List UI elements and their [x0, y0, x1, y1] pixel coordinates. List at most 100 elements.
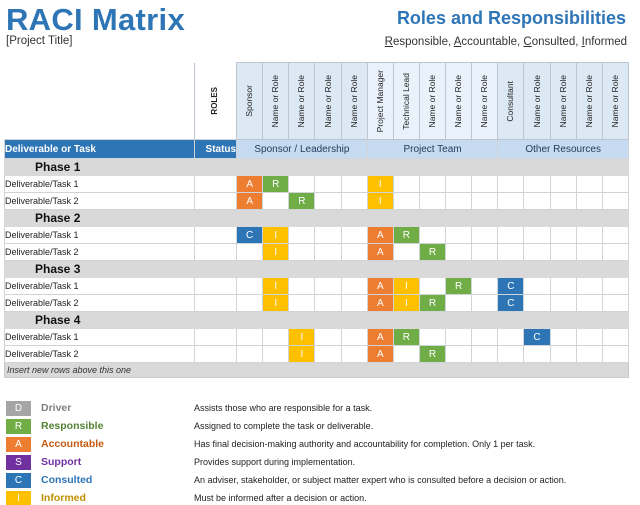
- status-cell[interactable]: [193, 175, 238, 193]
- raci-cell-i[interactable]: I: [288, 345, 316, 363]
- raci-cell-r[interactable]: R: [288, 192, 316, 210]
- role-header[interactable]: Name or Role: [445, 62, 473, 140]
- raci-cell-empty[interactable]: [314, 345, 342, 363]
- raci-cell-empty[interactable]: [497, 226, 525, 244]
- raci-cell-a[interactable]: A: [366, 345, 394, 363]
- raci-cell-r[interactable]: R: [418, 294, 447, 312]
- project-title[interactable]: [Project Title]: [6, 35, 73, 47]
- task-label[interactable]: Deliverable/Task 1: [4, 226, 195, 244]
- raci-cell-empty[interactable]: [497, 175, 525, 193]
- role-header[interactable]: Name or Role: [314, 62, 342, 140]
- raci-cell-empty[interactable]: [601, 175, 630, 193]
- raci-cell-empty[interactable]: [549, 175, 577, 193]
- raci-cell-empty[interactable]: [340, 175, 368, 193]
- raci-cell-i[interactable]: I: [366, 192, 394, 210]
- raci-cell-empty[interactable]: [418, 328, 447, 346]
- raci-cell-empty[interactable]: [262, 192, 290, 210]
- raci-cell-c[interactable]: C: [523, 328, 551, 346]
- raci-cell-empty[interactable]: [601, 345, 630, 363]
- raci-cell-empty[interactable]: [340, 328, 368, 346]
- raci-cell-empty[interactable]: [340, 294, 368, 312]
- raci-cell-empty[interactable]: [445, 192, 473, 210]
- raci-cell-empty[interactable]: [549, 192, 577, 210]
- raci-cell-empty[interactable]: [549, 345, 577, 363]
- raci-cell-empty[interactable]: [575, 345, 603, 363]
- task-label[interactable]: Deliverable/Task 2: [4, 294, 195, 312]
- raci-cell-a[interactable]: A: [366, 243, 394, 261]
- task-label[interactable]: Deliverable/Task 2: [4, 192, 195, 210]
- raci-cell-empty[interactable]: [340, 243, 368, 261]
- raci-cell-c[interactable]: C: [497, 294, 525, 312]
- raci-cell-empty[interactable]: [314, 294, 342, 312]
- role-header[interactable]: Consultant: [497, 62, 525, 140]
- role-header[interactable]: Project Manager: [366, 62, 394, 140]
- raci-cell-a[interactable]: A: [236, 192, 264, 210]
- raci-cell-i[interactable]: I: [288, 328, 316, 346]
- task-label[interactable]: Deliverable/Task 1: [4, 175, 195, 193]
- raci-cell-empty[interactable]: [575, 294, 603, 312]
- role-header[interactable]: Name or Role: [288, 62, 316, 140]
- raci-cell-empty[interactable]: [418, 226, 447, 244]
- raci-cell-empty[interactable]: [262, 345, 290, 363]
- raci-cell-empty[interactable]: [445, 328, 473, 346]
- raci-cell-empty[interactable]: [575, 175, 603, 193]
- raci-cell-empty[interactable]: [445, 175, 473, 193]
- status-cell[interactable]: [193, 192, 238, 210]
- raci-cell-empty[interactable]: [288, 243, 316, 261]
- raci-cell-empty[interactable]: [288, 226, 316, 244]
- role-header[interactable]: Name or Role: [601, 62, 630, 140]
- role-header[interactable]: Name or Role: [418, 62, 447, 140]
- raci-cell-a[interactable]: A: [366, 277, 394, 295]
- raci-cell-empty[interactable]: [392, 345, 420, 363]
- raci-cell-empty[interactable]: [418, 175, 447, 193]
- raci-cell-empty[interactable]: [575, 243, 603, 261]
- role-header[interactable]: Sponsor: [236, 62, 264, 140]
- raci-cell-empty[interactable]: [601, 294, 630, 312]
- raci-cell-empty[interactable]: [523, 175, 551, 193]
- raci-cell-i[interactable]: I: [392, 277, 420, 295]
- raci-cell-empty[interactable]: [549, 243, 577, 261]
- raci-cell-i[interactable]: I: [262, 226, 290, 244]
- raci-cell-r[interactable]: R: [445, 277, 473, 295]
- raci-cell-empty[interactable]: [314, 175, 342, 193]
- raci-cell-empty[interactable]: [497, 192, 525, 210]
- status-cell[interactable]: [193, 226, 238, 244]
- raci-cell-empty[interactable]: [601, 226, 630, 244]
- raci-cell-empty[interactable]: [236, 345, 264, 363]
- raci-cell-empty[interactable]: [523, 243, 551, 261]
- status-cell[interactable]: [193, 294, 238, 312]
- role-header[interactable]: Technical Lead: [392, 62, 420, 140]
- raci-cell-empty[interactable]: [549, 277, 577, 295]
- raci-cell-a[interactable]: A: [366, 328, 394, 346]
- raci-cell-empty[interactable]: [340, 226, 368, 244]
- raci-cell-empty[interactable]: [236, 294, 264, 312]
- raci-cell-empty[interactable]: [471, 294, 499, 312]
- raci-cell-empty[interactable]: [471, 328, 499, 346]
- raci-cell-empty[interactable]: [471, 243, 499, 261]
- raci-cell-empty[interactable]: [392, 192, 420, 210]
- raci-cell-i[interactable]: I: [262, 243, 290, 261]
- raci-cell-empty[interactable]: [288, 294, 316, 312]
- raci-cell-empty[interactable]: [445, 226, 473, 244]
- raci-cell-empty[interactable]: [497, 328, 525, 346]
- role-header[interactable]: Name or Role: [549, 62, 577, 140]
- raci-cell-a[interactable]: A: [236, 175, 264, 193]
- raci-cell-r[interactable]: R: [262, 175, 290, 193]
- raci-cell-empty[interactable]: [314, 192, 342, 210]
- task-label[interactable]: Deliverable/Task 2: [4, 243, 195, 261]
- task-label[interactable]: Deliverable/Task 2: [4, 345, 195, 363]
- raci-cell-c[interactable]: C: [236, 226, 264, 244]
- raci-cell-empty[interactable]: [497, 243, 525, 261]
- raci-cell-empty[interactable]: [523, 345, 551, 363]
- raci-cell-r[interactable]: R: [418, 243, 447, 261]
- raci-cell-r[interactable]: R: [418, 345, 447, 363]
- role-header[interactable]: Name or Role: [262, 62, 290, 140]
- task-label[interactable]: Deliverable/Task 1: [4, 277, 195, 295]
- raci-cell-empty[interactable]: [314, 277, 342, 295]
- raci-cell-empty[interactable]: [523, 226, 551, 244]
- raci-cell-i[interactable]: I: [262, 294, 290, 312]
- raci-cell-empty[interactable]: [549, 294, 577, 312]
- raci-cell-empty[interactable]: [601, 243, 630, 261]
- role-header[interactable]: Name or Role: [340, 62, 368, 140]
- raci-cell-empty[interactable]: [471, 192, 499, 210]
